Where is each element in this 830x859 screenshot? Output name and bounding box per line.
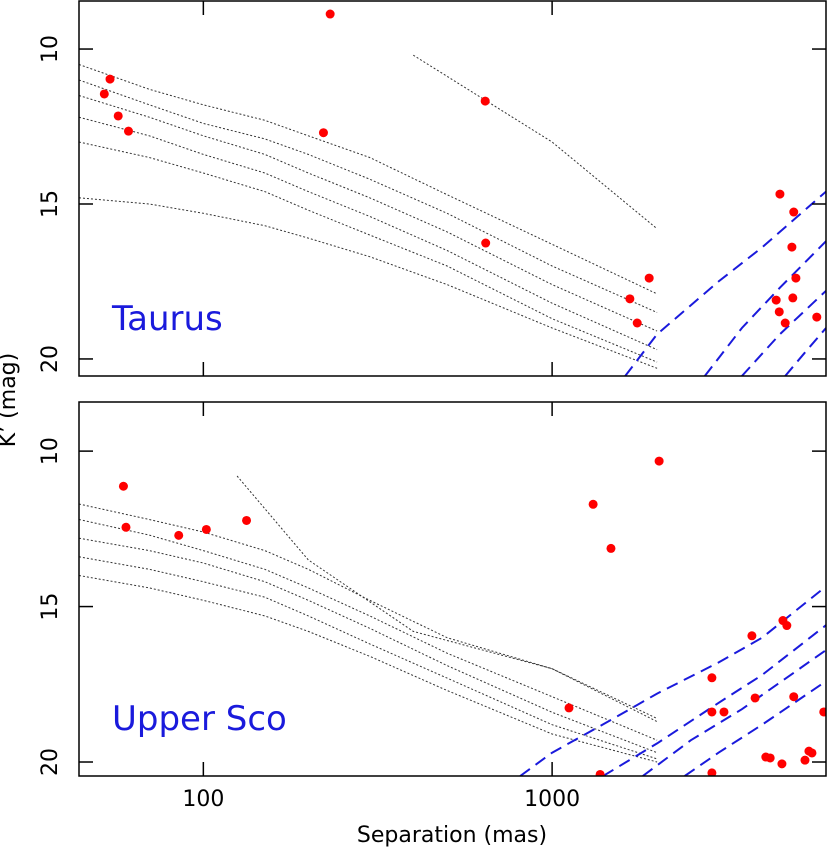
panel-label: Taurus — [111, 299, 223, 339]
plot-area — [79, 9, 826, 376]
data-point — [606, 543, 616, 553]
plot-frame — [78, 0, 827, 377]
plot-frame — [78, 401, 827, 777]
data-point — [774, 307, 784, 317]
contrast-curve — [79, 519, 658, 741]
model-curve — [784, 327, 826, 376]
data-point — [771, 295, 781, 305]
data-point — [775, 189, 785, 199]
data-point — [789, 692, 799, 702]
plot-area — [79, 456, 826, 776]
contrast-curve — [79, 556, 658, 760]
y-axis-label: K’ (mag) — [0, 353, 21, 447]
data-point — [644, 273, 654, 283]
model-curve — [684, 680, 826, 776]
data-point — [791, 273, 801, 283]
data-point — [201, 524, 211, 534]
panel-label: Upper Sco — [112, 699, 287, 739]
data-point — [707, 768, 717, 776]
contrast-curve — [79, 116, 658, 351]
data-point — [325, 9, 335, 19]
model-curve — [741, 290, 826, 376]
model-curve — [704, 240, 826, 376]
x-tick-label: 1000 — [524, 787, 580, 812]
contrast-curve — [79, 537, 658, 754]
contrast-curve — [236, 475, 658, 723]
contrast-curve — [413, 54, 658, 230]
contrast-curve — [79, 503, 658, 719]
y-tick-label: 15 — [38, 593, 63, 621]
y-tick-label: 10 — [38, 437, 63, 465]
data-point — [807, 748, 817, 758]
model-curve — [624, 190, 826, 376]
model-curve — [642, 649, 826, 776]
data-point — [707, 673, 717, 683]
data-point — [105, 74, 115, 84]
data-point — [780, 318, 790, 328]
y-tick-label: 20 — [38, 748, 63, 776]
data-point — [588, 499, 598, 509]
x-axis-label: Separation (mas) — [357, 823, 547, 848]
y-tick-label: 15 — [38, 190, 63, 218]
data-point — [777, 759, 787, 769]
data-point — [788, 293, 798, 303]
data-point — [765, 753, 775, 763]
data-point — [595, 769, 605, 776]
contrast-curve — [79, 575, 658, 763]
data-point — [812, 312, 822, 322]
data-point — [747, 631, 757, 641]
data-point — [118, 481, 128, 491]
x-tick-label: 100 — [182, 787, 224, 812]
data-point — [789, 207, 799, 217]
data-point — [707, 707, 717, 717]
data-point — [800, 755, 810, 765]
data-point — [123, 126, 133, 136]
data-point — [750, 693, 760, 703]
data-point — [787, 242, 797, 252]
y-tick-label: 20 — [38, 345, 63, 373]
data-point — [819, 707, 826, 717]
model-curve — [519, 585, 826, 776]
data-point — [654, 456, 664, 466]
data-point — [481, 238, 491, 248]
contrast-curve — [79, 64, 658, 295]
data-point — [625, 294, 635, 304]
data-point — [113, 111, 123, 121]
data-point — [121, 522, 131, 532]
contrast-curve — [79, 197, 658, 369]
data-point — [480, 96, 490, 106]
contrast-curve — [79, 95, 658, 332]
data-point — [318, 128, 328, 138]
data-point — [632, 318, 642, 328]
data-point — [242, 515, 252, 525]
contrast-curve — [79, 79, 658, 313]
model-curve — [602, 624, 826, 776]
data-point — [99, 89, 109, 99]
data-point — [174, 530, 184, 540]
y-tick-label: 10 — [38, 35, 63, 63]
data-point — [564, 703, 574, 713]
data-point — [782, 621, 792, 631]
data-point — [719, 707, 729, 717]
